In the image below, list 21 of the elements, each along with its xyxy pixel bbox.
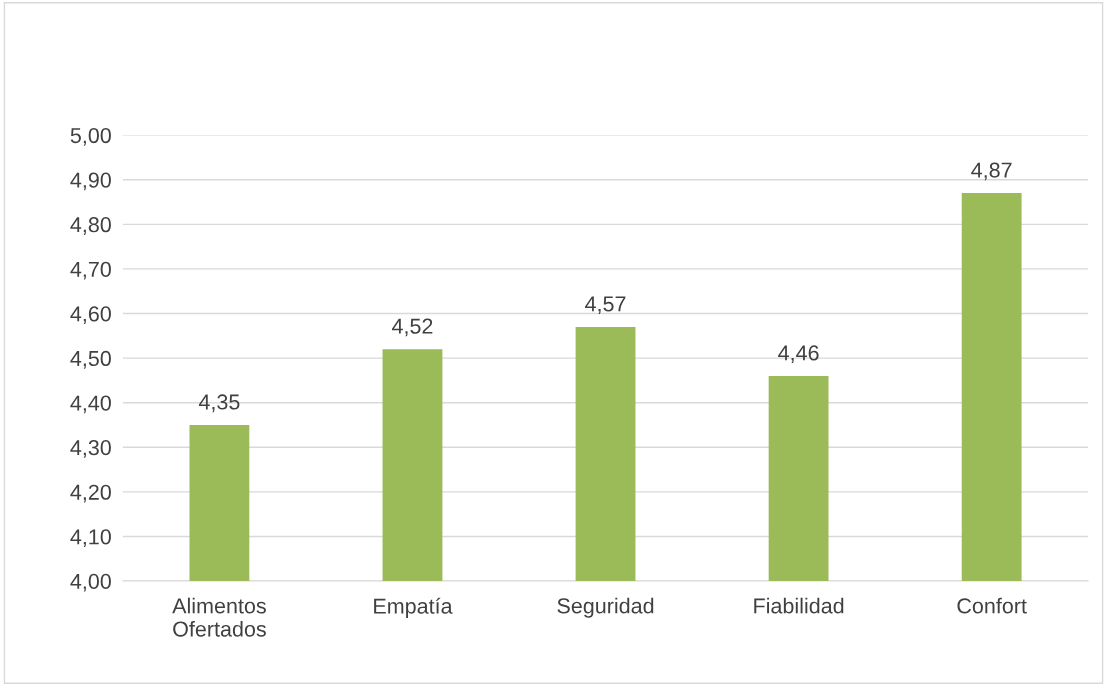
y-tick-label: 4,00 (70, 573, 111, 592)
y-tick-label: 5,00 (70, 127, 111, 146)
x-tick-label: Seguridad (557, 597, 654, 618)
y-tick-label: 4,80 (70, 217, 111, 235)
data-label: 4,87 (971, 162, 1012, 181)
y-tick-label: 4,50 (70, 350, 111, 369)
x-tick-label: Fiabilidad (754, 597, 844, 614)
x-tick-label: Confort (957, 597, 1027, 614)
x-tick-label: Alimentos Ofertados (172, 597, 266, 637)
x-tick-label: Empatía (374, 597, 453, 619)
data-label: 4,46 (778, 345, 819, 364)
y-tick-label: 4,10 (70, 529, 111, 548)
data-label: 4,35 (198, 394, 240, 413)
y-tick-label: 4,20 (70, 484, 111, 503)
y-tick-label: 4,30 (70, 440, 111, 458)
data-label: 4,52 (392, 318, 433, 337)
data-label: 4,57 (585, 296, 626, 315)
y-tick-label: 4,60 (70, 306, 111, 325)
y-tick-label: 4,90 (70, 172, 111, 191)
y-tick-label: 4,40 (70, 395, 111, 414)
y-tick-label: 4,70 (70, 261, 111, 280)
